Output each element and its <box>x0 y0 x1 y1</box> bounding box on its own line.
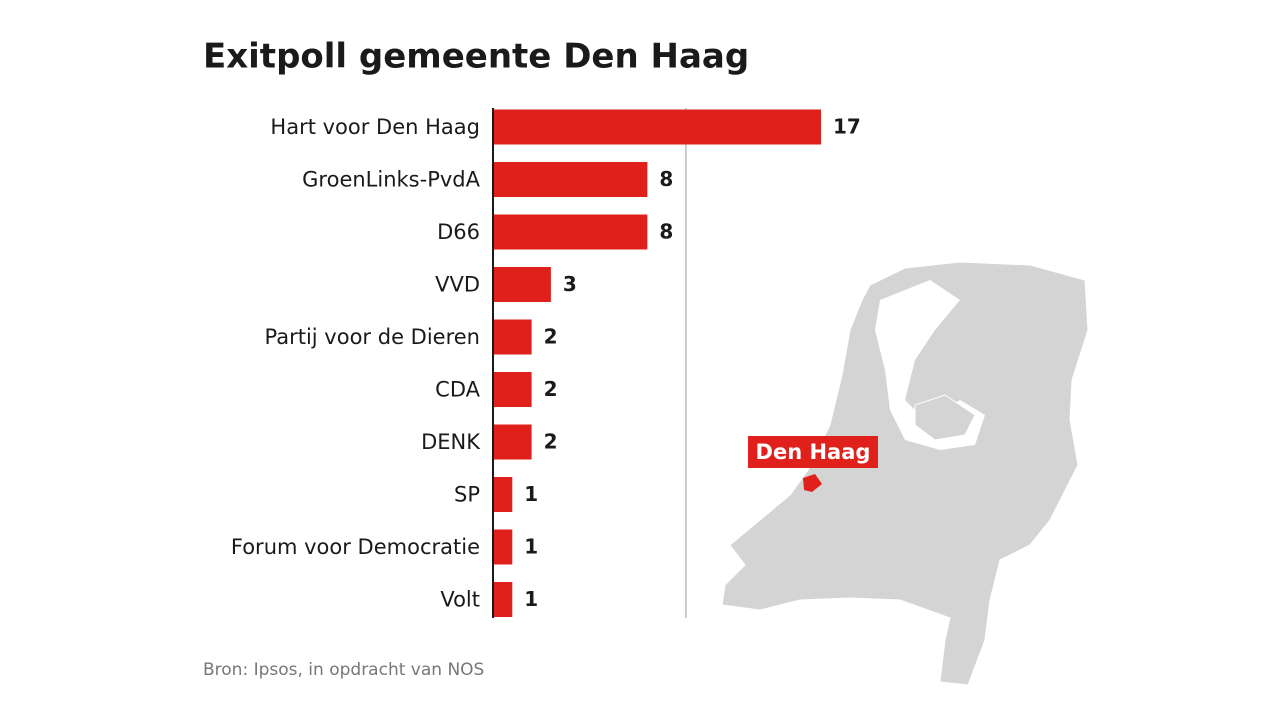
value-label: 8 <box>659 167 673 191</box>
map-label-box <box>748 436 878 468</box>
value-label: 17 <box>833 115 861 139</box>
bar <box>493 424 532 460</box>
bar <box>493 109 821 145</box>
chart-title: Exitpoll gemeente Den Haag <box>203 37 749 77</box>
category-label: GroenLinks-PvdA <box>302 168 480 192</box>
bar <box>493 372 532 407</box>
value-label: 1 <box>524 482 538 506</box>
category-label: D66 <box>437 220 480 244</box>
map-highlight <box>803 474 822 492</box>
bar <box>493 582 513 617</box>
bar <box>493 477 513 512</box>
category-label: Hart voor Den Haag <box>270 115 480 139</box>
map: Den Haag <box>721 261 1089 686</box>
bar <box>493 267 551 302</box>
bar <box>493 319 532 355</box>
category-label: VVD <box>435 273 480 297</box>
map-label: Den Haag <box>756 440 871 464</box>
category-label: CDA <box>435 378 480 402</box>
value-label: 1 <box>524 587 538 611</box>
category-label: SP <box>454 483 480 507</box>
category-label: Volt <box>440 588 480 612</box>
bar <box>493 529 513 565</box>
bar <box>493 162 648 197</box>
value-label: 2 <box>544 377 558 401</box>
value-label: 3 <box>563 272 577 296</box>
category-label: DENK <box>421 430 481 454</box>
category-label: Forum voor Democratie <box>231 535 480 559</box>
value-label: 1 <box>524 535 538 559</box>
category-label: Partij voor de Dieren <box>265 325 481 349</box>
map-land <box>721 261 1089 686</box>
map-flevoland <box>914 394 976 441</box>
value-label: 8 <box>659 220 673 244</box>
value-label: 2 <box>544 325 558 349</box>
value-label: 2 <box>544 430 558 454</box>
source: Bron: Ipsos, in opdracht van NOS <box>203 660 484 680</box>
bar <box>493 214 648 250</box>
